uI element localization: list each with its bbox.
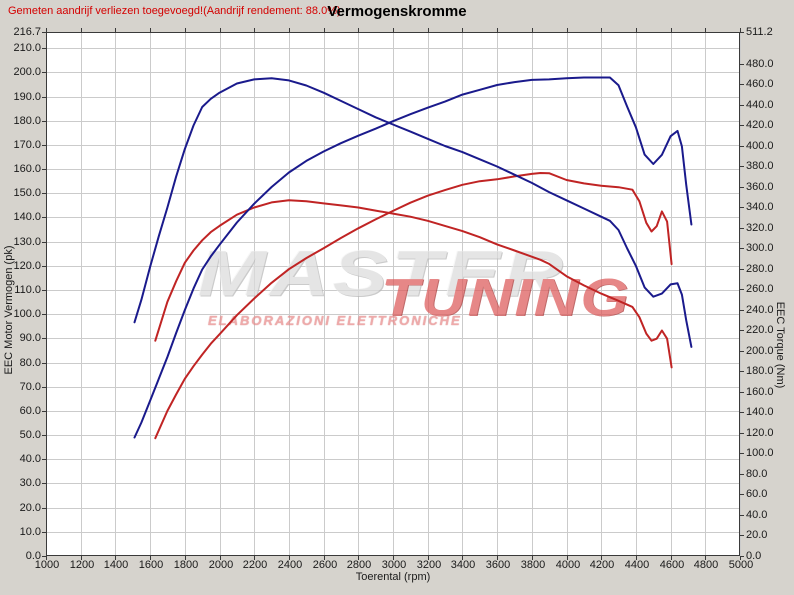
left-tick-label: 120.0 xyxy=(13,260,41,272)
left-tick-label: 216.7 xyxy=(13,26,41,38)
right-tick-label: 60.0 xyxy=(746,488,768,500)
left-tick-label: 80.0 xyxy=(19,357,41,369)
left-tick-label: 200.0 xyxy=(13,66,41,78)
right-tick-label: 200.0 xyxy=(746,345,774,357)
left-tick-label: 50.0 xyxy=(19,429,41,441)
right-tick-label: 400.0 xyxy=(746,140,774,152)
left-tick-label: 20.0 xyxy=(19,502,41,514)
right-tick-label: 160.0 xyxy=(746,386,774,398)
left-tick-label: 140.0 xyxy=(13,211,41,223)
right-tick-label: 511.2 xyxy=(746,26,773,38)
right-tick-label: 100.0 xyxy=(746,447,774,459)
right-tick-label: 0.0 xyxy=(746,550,762,562)
x-tick-label: 2800 xyxy=(346,559,372,571)
right-tick-label: 440.0 xyxy=(746,99,774,111)
x-tick-label: 5000 xyxy=(728,559,754,571)
right-tick-label: 220.0 xyxy=(746,324,774,336)
plot-border xyxy=(46,32,740,556)
x-tick-label: 1600 xyxy=(138,559,164,571)
x-tick-label: 4800 xyxy=(693,559,719,571)
drivetrain-loss-warning-text: Gemeten aandrijf verliezen toegevoegd!(A… xyxy=(8,5,341,17)
right-tick-label: 260.0 xyxy=(746,283,774,295)
x-tick-label: 4000 xyxy=(555,559,581,571)
left-tick-label: 130.0 xyxy=(13,236,41,248)
left-tick-label: 30.0 xyxy=(19,477,41,489)
left-tick-label: 0.0 xyxy=(25,550,41,562)
x-tick-label: 4200 xyxy=(589,559,615,571)
curve-torque-blue xyxy=(133,77,693,348)
chart-title: Vermogenskromme xyxy=(327,3,467,20)
x-tick-label: 1000 xyxy=(34,559,60,571)
x-tick-label: 1400 xyxy=(103,559,129,571)
x-tick-label: 3600 xyxy=(485,559,511,571)
right-tick-label: 240.0 xyxy=(746,304,774,316)
x-tick-label: 2200 xyxy=(242,559,268,571)
x-tick-label: 2600 xyxy=(312,559,338,571)
x-tick-label: 3400 xyxy=(450,559,476,571)
x-tick-label: 4600 xyxy=(659,559,685,571)
right-tick-label: 380.0 xyxy=(746,160,774,172)
right-tick-label: 20.0 xyxy=(746,529,768,541)
left-tick-label: 70.0 xyxy=(19,381,41,393)
x-tick-label: 3000 xyxy=(381,559,407,571)
left-tick-label: 10.0 xyxy=(19,526,41,538)
x-tick-label: 2000 xyxy=(208,559,234,571)
left-tick-label: 190.0 xyxy=(13,91,41,103)
left-tick-label: 160.0 xyxy=(13,163,41,175)
x-tick-label: 1800 xyxy=(173,559,199,571)
left-tick-label: 90.0 xyxy=(19,332,41,344)
right-tick-label: 80.0 xyxy=(746,468,768,480)
left-tick-label: 170.0 xyxy=(13,139,41,151)
left-tick-label: 100.0 xyxy=(13,308,41,320)
right-tick-label: 480.0 xyxy=(746,58,774,70)
right-tick-label: 300.0 xyxy=(746,242,774,254)
curve-power-red xyxy=(154,172,673,440)
x-tick-label: 2400 xyxy=(277,559,303,571)
left-tick-label: 110.0 xyxy=(14,284,41,296)
right-tick-label: 340.0 xyxy=(746,201,774,213)
x-tick-label: 3800 xyxy=(520,559,546,571)
right-tick-label: 320.0 xyxy=(746,222,774,234)
right-tick-label: 420.0 xyxy=(746,119,774,131)
right-tick-label: 280.0 xyxy=(746,263,774,275)
left-tick-label: 60.0 xyxy=(19,405,41,417)
x-axis-title: Toerental (rpm) xyxy=(355,571,431,583)
right-tick-label: 460.0 xyxy=(746,78,774,90)
curve-power-blue xyxy=(133,76,693,439)
x-tick-label: 1200 xyxy=(69,559,95,571)
right-tick-label: 180.0 xyxy=(746,365,774,377)
right-tick-label: 40.0 xyxy=(746,509,768,521)
x-tick-label: 4400 xyxy=(624,559,650,571)
left-tick-label: 150.0 xyxy=(13,187,41,199)
right-tick-label: 360.0 xyxy=(746,181,774,193)
left-tick-label: 40.0 xyxy=(19,453,41,465)
right-tick-label: 120.0 xyxy=(746,427,774,439)
right-tick-label: 140.0 xyxy=(746,406,774,418)
curve-torque-red xyxy=(154,199,673,369)
left-tick-label: 180.0 xyxy=(13,115,41,127)
left-tick-label: 210.0 xyxy=(13,42,41,54)
x-tick-label: 3200 xyxy=(416,559,442,571)
